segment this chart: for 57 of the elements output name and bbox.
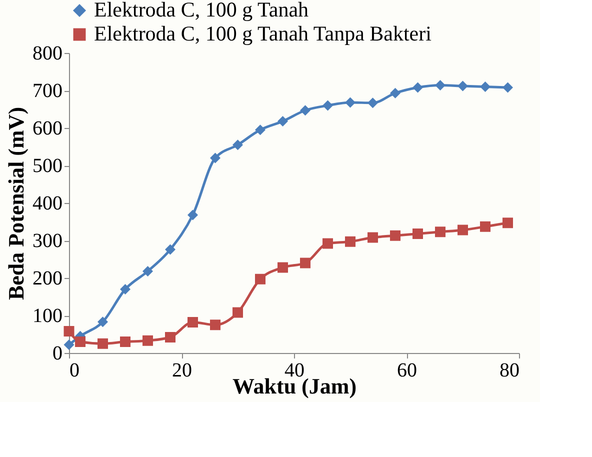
point <box>435 226 446 238</box>
point <box>300 258 310 268</box>
point <box>458 80 468 92</box>
point <box>64 326 74 336</box>
point <box>502 218 513 228</box>
y-tick-label: 200 <box>32 268 62 290</box>
y-tick-label: 800 <box>32 42 62 64</box>
point <box>165 244 176 255</box>
legend-label: Elektroda C, 100 g Tanah Tanpa Bakteri <box>94 22 432 46</box>
point <box>390 88 400 98</box>
point <box>75 336 86 347</box>
x-tick-label: 60 <box>397 360 417 382</box>
point <box>412 82 423 93</box>
point <box>232 140 243 150</box>
point <box>502 82 513 93</box>
point <box>480 221 490 232</box>
point <box>412 228 423 239</box>
point <box>255 124 266 136</box>
point <box>188 210 198 220</box>
point <box>64 340 74 350</box>
point <box>345 236 356 247</box>
point <box>210 320 220 330</box>
point <box>142 335 153 346</box>
point <box>368 232 378 243</box>
x-tick-label: 80 <box>500 360 520 382</box>
legend-label: Elektroda C, 100 g Tanah <box>94 0 310 22</box>
y-tick-label: 700 <box>32 80 62 102</box>
point <box>120 284 130 294</box>
y-tick-label: 600 <box>32 118 62 140</box>
point <box>210 152 220 164</box>
point <box>390 230 400 241</box>
point <box>458 224 468 236</box>
y-tick-label: 400 <box>32 192 62 214</box>
point <box>142 266 153 276</box>
point <box>98 338 108 349</box>
point <box>120 336 130 347</box>
x-tick-label: 20 <box>172 360 192 382</box>
point <box>435 80 446 90</box>
point <box>480 82 490 92</box>
point <box>278 262 288 273</box>
point <box>322 238 333 249</box>
point <box>300 105 310 116</box>
point <box>278 116 288 126</box>
point <box>368 98 378 108</box>
point <box>255 274 266 284</box>
point <box>232 307 243 318</box>
point <box>322 100 333 111</box>
point <box>188 317 198 328</box>
point <box>98 316 108 328</box>
y-tick-label: 100 <box>32 305 62 327</box>
y-tick-label: 500 <box>32 155 62 177</box>
y-tick-label: 0 <box>52 342 62 364</box>
point <box>345 97 356 108</box>
point <box>165 332 176 342</box>
y-axis-title: Beda Potensial (mV) <box>4 106 28 300</box>
y-tick-label: 300 <box>32 230 62 252</box>
x-tick-label: 0 <box>70 360 80 382</box>
